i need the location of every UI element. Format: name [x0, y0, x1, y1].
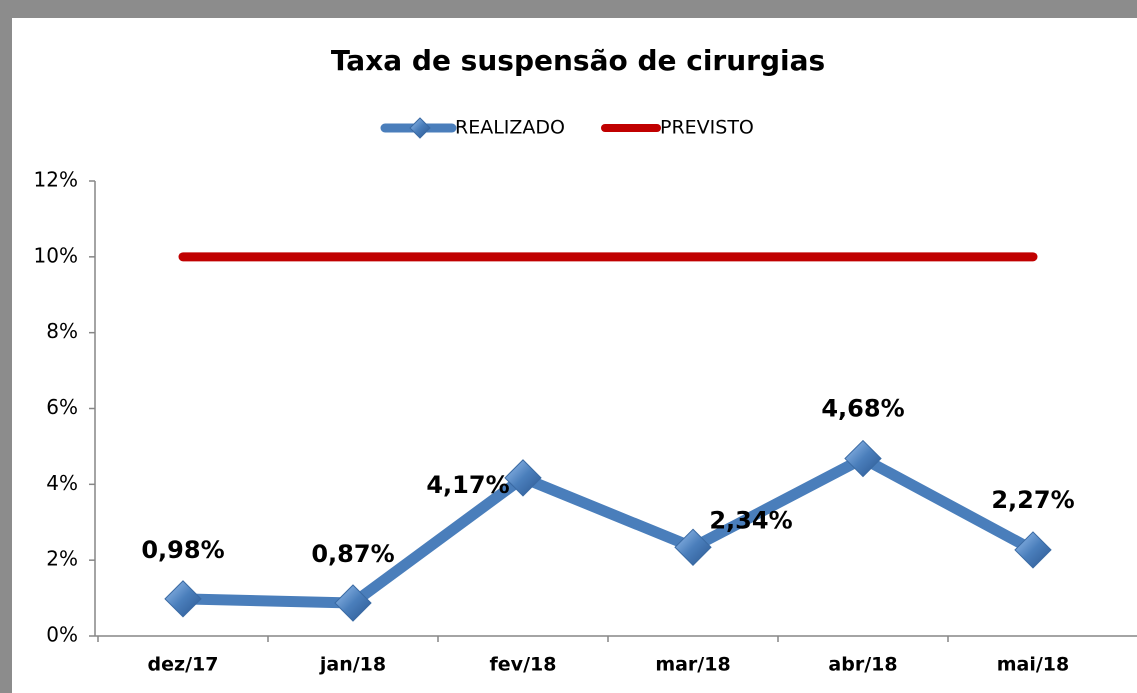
- data-label: 0,98%: [141, 536, 224, 564]
- y-tick-label: 10%: [34, 243, 78, 267]
- data-label: 4,17%: [426, 471, 509, 499]
- y-tick-label: 2%: [46, 547, 78, 571]
- x-tick-label: fev/18: [490, 654, 557, 676]
- chart-title: Taxa de suspensão de cirurgias: [331, 44, 825, 77]
- data-point: [844, 439, 882, 478]
- series-line: [177, 453, 1039, 609]
- y-tick-label: 4%: [46, 471, 78, 495]
- data-label: 2,34%: [709, 506, 792, 534]
- legend-marker: [409, 117, 431, 139]
- y-tick-label: 8%: [46, 319, 78, 343]
- x-tick-label: abr/18: [828, 654, 897, 676]
- data-point: [504, 459, 542, 497]
- x-tick-label: mar/18: [655, 654, 730, 676]
- x-tick-label: dez/17: [148, 654, 219, 676]
- data-label: 0,87%: [311, 540, 394, 568]
- x-tick-label: mai/18: [997, 654, 1070, 676]
- data-point: [164, 580, 202, 618]
- data-label: 4,68%: [821, 395, 904, 423]
- data-point: [1014, 531, 1052, 569]
- y-tick-label: 0%: [46, 623, 78, 647]
- data-point: [334, 584, 372, 622]
- legend-label: REALIZADO: [455, 117, 565, 139]
- y-tick-label: 12%: [34, 168, 78, 192]
- y-tick-label: 6%: [46, 395, 78, 419]
- x-tick-label: jan/18: [319, 654, 386, 676]
- chart-area: [12, 18, 1137, 693]
- data-point: [674, 528, 712, 566]
- legend-label: PREVISTO: [660, 117, 754, 139]
- data-label: 2,27%: [991, 486, 1074, 514]
